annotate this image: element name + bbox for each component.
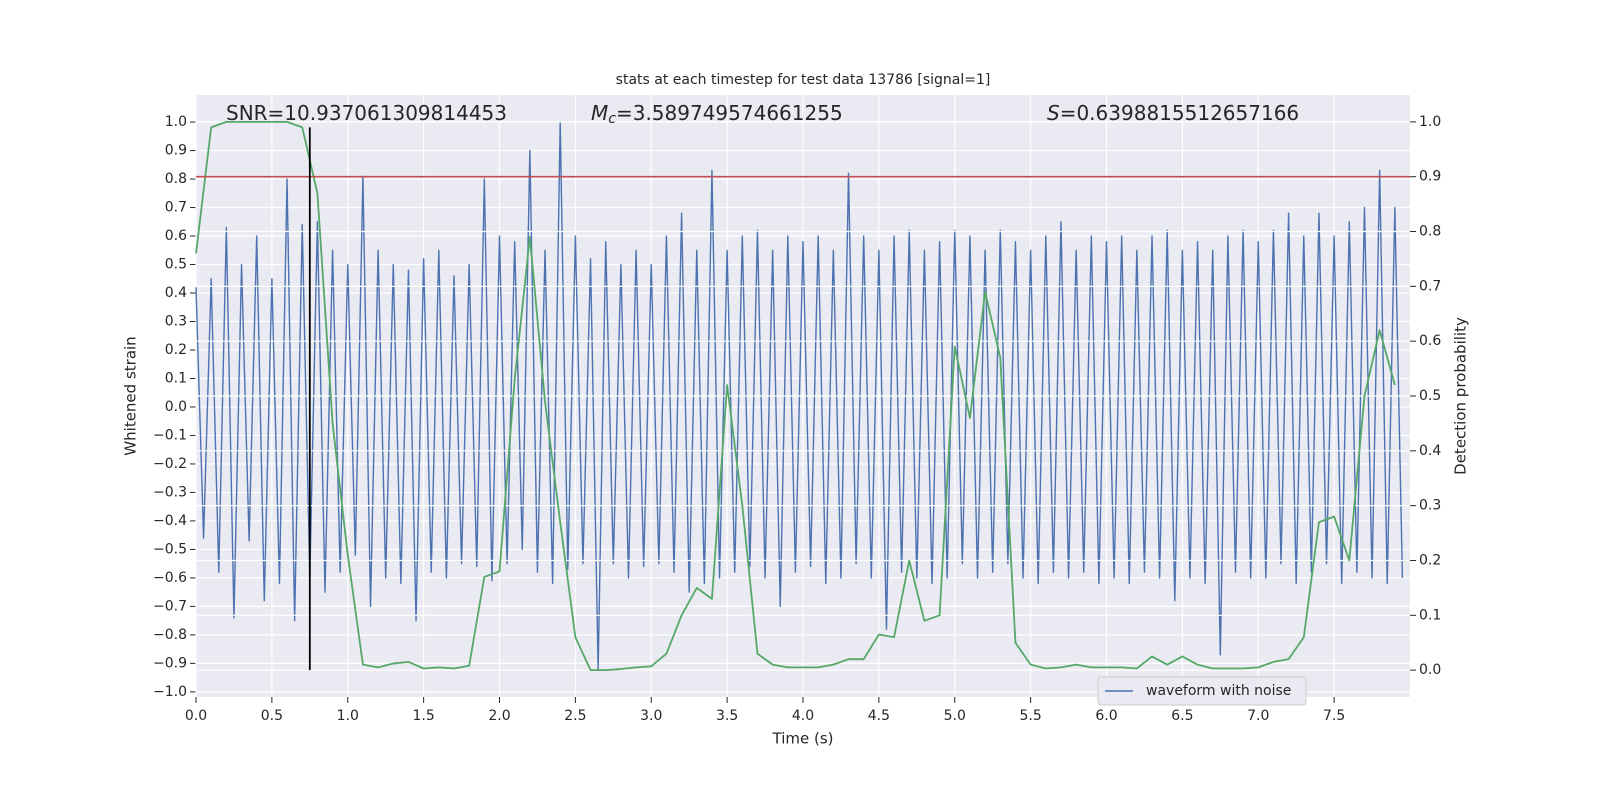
y-tick-label: 1.0 <box>165 114 187 130</box>
x-tick-label: 7.0 <box>1247 708 1269 724</box>
y-tick-label: 0.6 <box>165 228 187 244</box>
x-tick-label: 1.5 <box>412 708 434 724</box>
x-tick-label: 2.5 <box>564 708 586 724</box>
y-tick-label: 0.4 <box>165 285 187 301</box>
legend-box <box>1097 676 1307 706</box>
legend-label: waveform with noise <box>1146 683 1291 699</box>
y2-tick-label: 0.2 <box>1419 552 1441 568</box>
y2-tick-label: 0.9 <box>1419 169 1441 185</box>
x-tick-label: 4.0 <box>792 708 814 724</box>
x-tick-label: 0.5 <box>261 708 283 724</box>
y-tick-label: −0.2 <box>153 456 187 472</box>
y-tick-label: 0.7 <box>165 200 187 216</box>
x-tick-label: 3.5 <box>716 708 738 724</box>
line-series <box>195 121 1404 670</box>
y2-tick-label: 0.1 <box>1419 607 1441 623</box>
annotation-text: =3.589749574661255 <box>616 101 843 125</box>
x-axis-label: Time (s) <box>772 730 834 748</box>
x-tick-label: 7.5 <box>1323 708 1345 724</box>
y-tick-label: −0.6 <box>153 570 187 586</box>
y-tick-label: −0.4 <box>153 513 187 529</box>
chart-title: stats at each timestep for test data 137… <box>616 72 991 88</box>
x-tick-label: 5.0 <box>944 708 966 724</box>
annotation: S=0.6398815512657166 <box>1047 101 1299 125</box>
y-tick-label: 0.0 <box>165 399 187 415</box>
y2-axis-label: Detection probability <box>1452 317 1470 475</box>
y2-tick-label: 0.6 <box>1419 333 1441 349</box>
y-tick-label: 0.3 <box>165 313 187 329</box>
annotation-symbol: S <box>1047 101 1060 125</box>
x-tick-label: 1.0 <box>337 708 359 724</box>
y2-tick-label: 1.0 <box>1419 114 1441 130</box>
y-tick-label: −0.9 <box>153 655 187 671</box>
x-tick-label: 3.0 <box>640 708 662 724</box>
y-tick-label: −1.0 <box>153 684 187 700</box>
y-tick-label: 0.5 <box>165 257 187 273</box>
annotation-subscript: c <box>608 111 616 127</box>
line-series <box>195 120 1396 672</box>
annotation: Mc=3.589749574661255 <box>591 101 843 128</box>
y2-tick-label: 0.4 <box>1419 443 1441 459</box>
x-tick-label: 4.5 <box>868 708 890 724</box>
y-tick-label: −0.3 <box>153 484 187 500</box>
x-tick-label: 6.5 <box>1171 708 1193 724</box>
annotation-text: SNR=10.937061309814453 <box>226 101 507 125</box>
annotation-text: =0.6398815512657166 <box>1060 101 1299 125</box>
y2-tick-label: 0.7 <box>1419 278 1441 294</box>
y2-tick-label: 0.0 <box>1419 662 1441 678</box>
x-tick-label: 6.0 <box>1095 708 1117 724</box>
annotation: SNR=10.937061309814453 <box>226 101 507 125</box>
y2-tick-label: 0.5 <box>1419 388 1441 404</box>
y-tick-label: −0.1 <box>153 427 187 443</box>
y-tick-label: −0.8 <box>153 627 187 643</box>
y-tick-label: 0.8 <box>165 171 187 187</box>
x-tick-label: 2.0 <box>488 708 510 724</box>
annotation-symbol: M <box>591 101 608 125</box>
x-tick-label: 0.0 <box>185 708 207 724</box>
y-tick-label: 0.1 <box>165 370 187 386</box>
y-tick-label: 0.9 <box>165 143 187 159</box>
y-axis-label: Whitened strain <box>122 336 140 455</box>
y-tick-label: 0.2 <box>165 342 187 358</box>
y2-tick-label: 0.8 <box>1419 224 1441 240</box>
y-tick-label: −0.5 <box>153 541 187 557</box>
x-tick-label: 5.5 <box>1019 708 1041 724</box>
y-tick-label: −0.7 <box>153 598 187 614</box>
y2-tick-label: 0.3 <box>1419 498 1441 514</box>
